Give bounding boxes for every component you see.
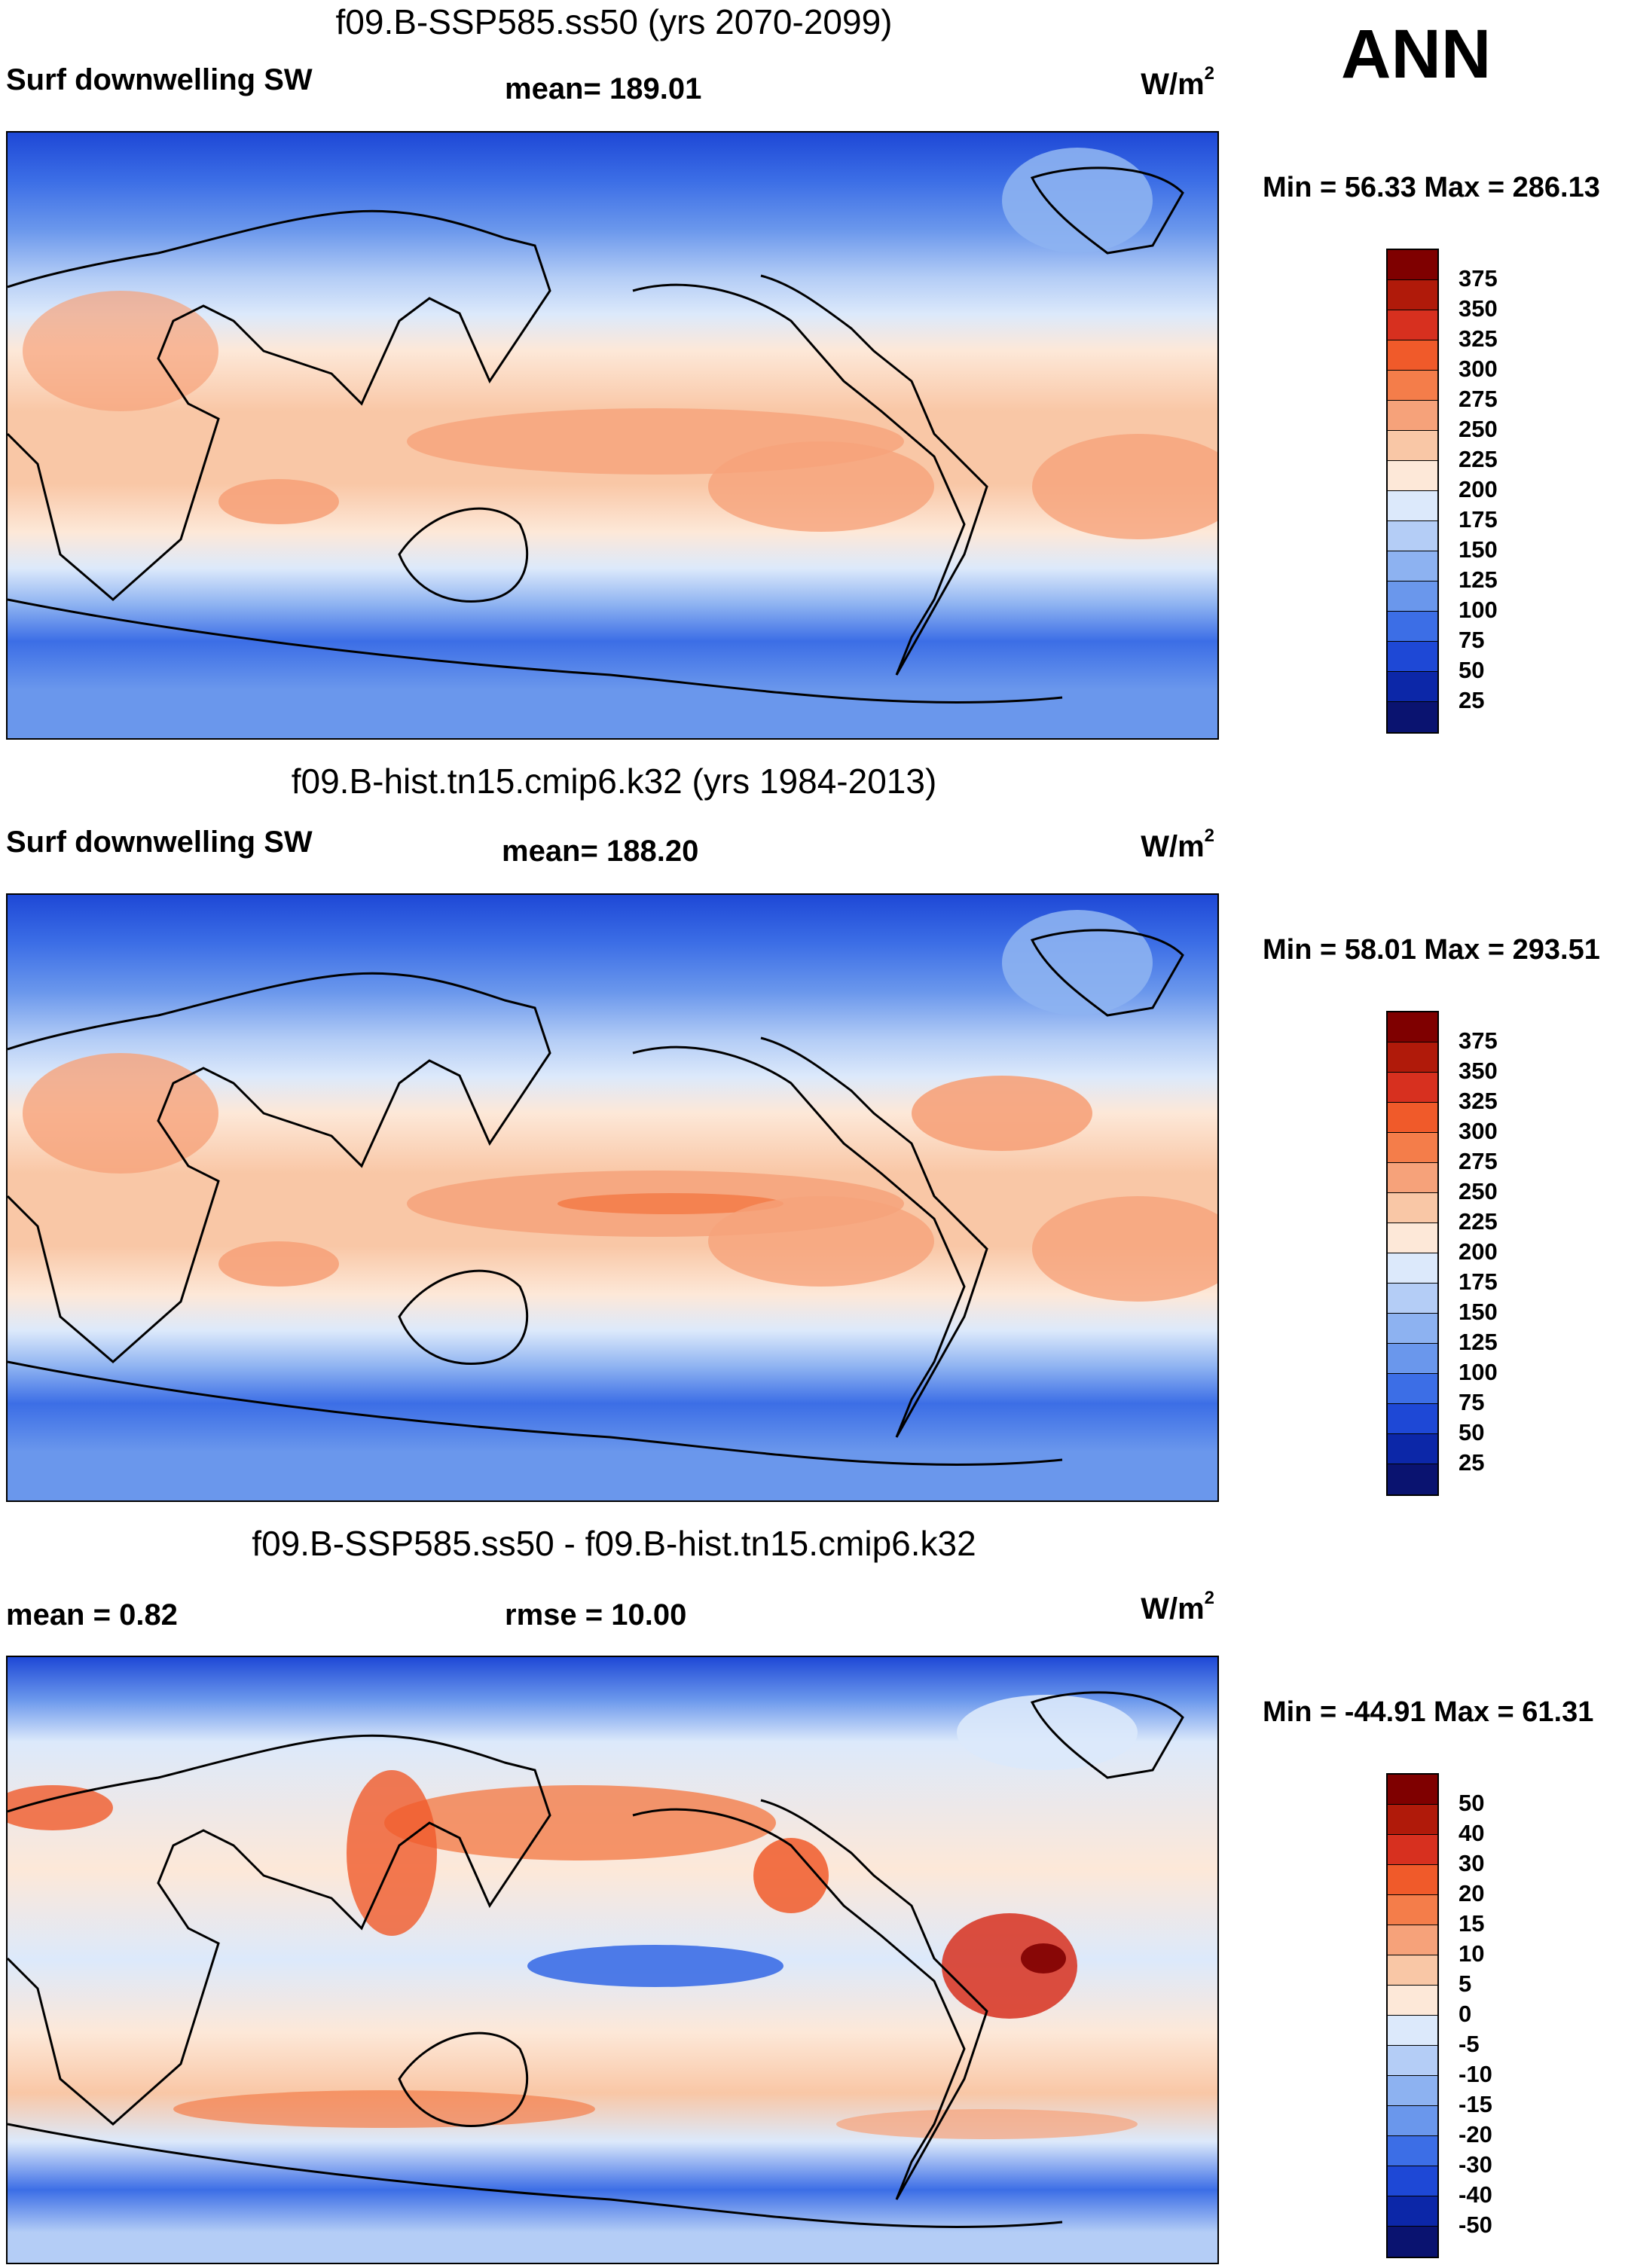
panel2-mean-label: mean= 188.20 [502,835,699,868]
panel3-cb-tick: 20 [1459,1880,1485,1906]
panel1-title: f09.B-SSP585.ss50 (yrs 2070-2099) [335,2,893,41]
panel1-units: W/m2 [1141,63,1214,101]
panel2-cb-tick: 150 [1459,1299,1498,1325]
panel1-minmax: Min = 56.33 Max = 286.13 [1263,172,1600,203]
panel2-title: f09.B-hist.tn15.cmip6.k32 (yrs 1984-2013… [291,762,937,801]
panel1-cb-tick: 50 [1459,657,1485,683]
panel3-colorbar [1386,1773,1439,2258]
panel3-coastlines [8,1691,1184,2229]
panel3-map [6,1656,1219,2264]
panel2-map [6,893,1219,1502]
panel1-cb-tick: 75 [1459,627,1485,653]
panel3-cb-tick: -15 [1459,2091,1492,2117]
panel1-variable-label: Surf downwelling SW [6,63,313,96]
panel3-cb-tick: -30 [1459,2151,1492,2178]
panel2-coastlines [8,929,1184,1467]
panel1-cb-tick: 125 [1459,566,1498,593]
panel1-cb-tick: 300 [1459,356,1498,382]
panel2-cb-tick: 375 [1459,1027,1498,1054]
panel3-cb-tick: -10 [1459,2061,1492,2087]
panel3-title: f09.B-SSP585.ss50 - f09.B-hist.tn15.cmip… [252,1524,976,1563]
panel1-cb-tick: 150 [1459,536,1498,563]
panel2-cb-tick: 275 [1459,1148,1498,1174]
panel1-cb-tick: 275 [1459,386,1498,412]
panel1-map [6,131,1219,740]
panel3-cb-tick: -20 [1459,2121,1492,2147]
panel1-cb-tick: 250 [1459,416,1498,442]
panel2-minmax: Min = 58.01 Max = 293.51 [1263,934,1600,966]
panel2-cb-tick: 100 [1459,1359,1498,1385]
panel1-cb-tick: 350 [1459,295,1498,322]
panel2-variable-label: Surf downwelling SW [6,826,313,859]
panel3-cb-tick: -5 [1459,2031,1480,2057]
panel1-coastlines [8,166,1184,704]
panel1-cb-tick: 175 [1459,506,1498,533]
panel3-cb-tick: 50 [1459,1790,1485,1816]
panel2-cb-tick: 125 [1459,1329,1498,1355]
panel2-cb-tick: 50 [1459,1419,1485,1445]
panel3-cb-tick: -40 [1459,2181,1492,2208]
panel2-cb-tick: 300 [1459,1118,1498,1144]
panel3-cb-tick: 30 [1459,1850,1485,1876]
panel3-cb-tick: 5 [1459,1970,1472,1997]
panel3-mean-label: mean = 0.82 [6,1598,178,1632]
panel1-cb-tick: 325 [1459,325,1498,352]
panel3-units: W/m2 [1141,1588,1214,1625]
panel1-cb-tick: 375 [1459,265,1498,292]
season-label: ANN [1341,16,1492,93]
panel3-cb-tick: 15 [1459,1910,1485,1937]
panel2-cb-tick: 75 [1459,1389,1485,1415]
panel3-cb-tick: 40 [1459,1820,1485,1846]
panel2-colorbar [1386,1011,1439,1496]
panel3-cb-tick: 0 [1459,2001,1472,2027]
panel1-cb-tick: 25 [1459,687,1485,713]
panel2-cb-tick: 225 [1459,1208,1498,1235]
panel2-cb-tick: 325 [1459,1088,1498,1114]
panel3-cb-tick: 10 [1459,1940,1485,1967]
panel3-cb-tick: -50 [1459,2212,1492,2238]
panel2-cb-tick: 175 [1459,1268,1498,1295]
panel2-units: W/m2 [1141,826,1214,863]
panel1-mean-label: mean= 189.01 [505,72,702,105]
panel1-cb-tick: 225 [1459,446,1498,472]
panel1-cb-tick: 200 [1459,476,1498,502]
panel2-cb-tick: 25 [1459,1449,1485,1476]
panel2-cb-tick: 250 [1459,1178,1498,1204]
panel1-colorbar [1386,249,1439,734]
panel2-cb-tick: 350 [1459,1058,1498,1084]
panel3-rmse-label: rmse = 10.00 [505,1598,687,1632]
panel2-cb-tick: 200 [1459,1238,1498,1265]
panel1-cb-tick: 100 [1459,597,1498,623]
panel3-minmax: Min = -44.91 Max = 61.31 [1263,1696,1594,1728]
